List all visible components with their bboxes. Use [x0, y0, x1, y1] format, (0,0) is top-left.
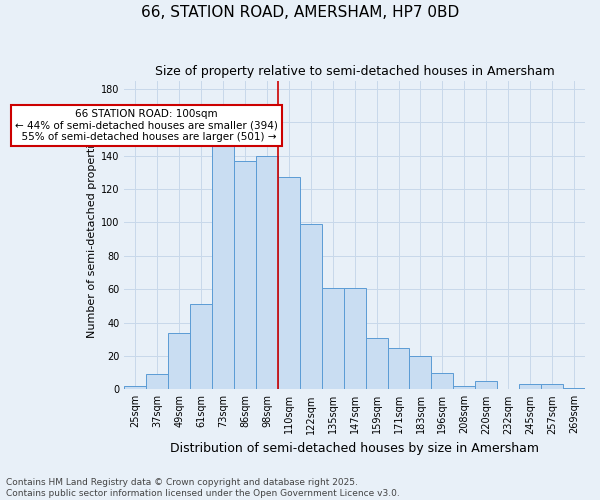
Text: Contains HM Land Registry data © Crown copyright and database right 2025.
Contai: Contains HM Land Registry data © Crown c…	[6, 478, 400, 498]
Bar	[563, 388, 585, 390]
Bar	[388, 348, 409, 390]
Bar	[344, 288, 365, 390]
Bar	[234, 160, 256, 390]
Title: Size of property relative to semi-detached houses in Amersham: Size of property relative to semi-detach…	[155, 65, 554, 78]
X-axis label: Distribution of semi-detached houses by size in Amersham: Distribution of semi-detached houses by …	[170, 442, 539, 455]
Text: 66, STATION ROAD, AMERSHAM, HP7 0BD: 66, STATION ROAD, AMERSHAM, HP7 0BD	[141, 5, 459, 20]
Bar	[431, 372, 454, 390]
Bar	[124, 386, 146, 390]
Text: 66 STATION ROAD: 100sqm
← 44% of semi-detached houses are smaller (394)
  55% of: 66 STATION ROAD: 100sqm ← 44% of semi-de…	[15, 109, 278, 142]
Bar	[190, 304, 212, 390]
Bar	[541, 384, 563, 390]
Bar	[256, 156, 278, 390]
Bar	[300, 224, 322, 390]
Bar	[212, 138, 234, 390]
Bar	[454, 386, 475, 390]
Bar	[519, 384, 541, 390]
Bar	[168, 332, 190, 390]
Bar	[365, 338, 388, 390]
Bar	[322, 288, 344, 390]
Y-axis label: Number of semi-detached properties: Number of semi-detached properties	[87, 132, 97, 338]
Bar	[475, 381, 497, 390]
Bar	[409, 356, 431, 390]
Bar	[278, 178, 300, 390]
Bar	[146, 374, 168, 390]
